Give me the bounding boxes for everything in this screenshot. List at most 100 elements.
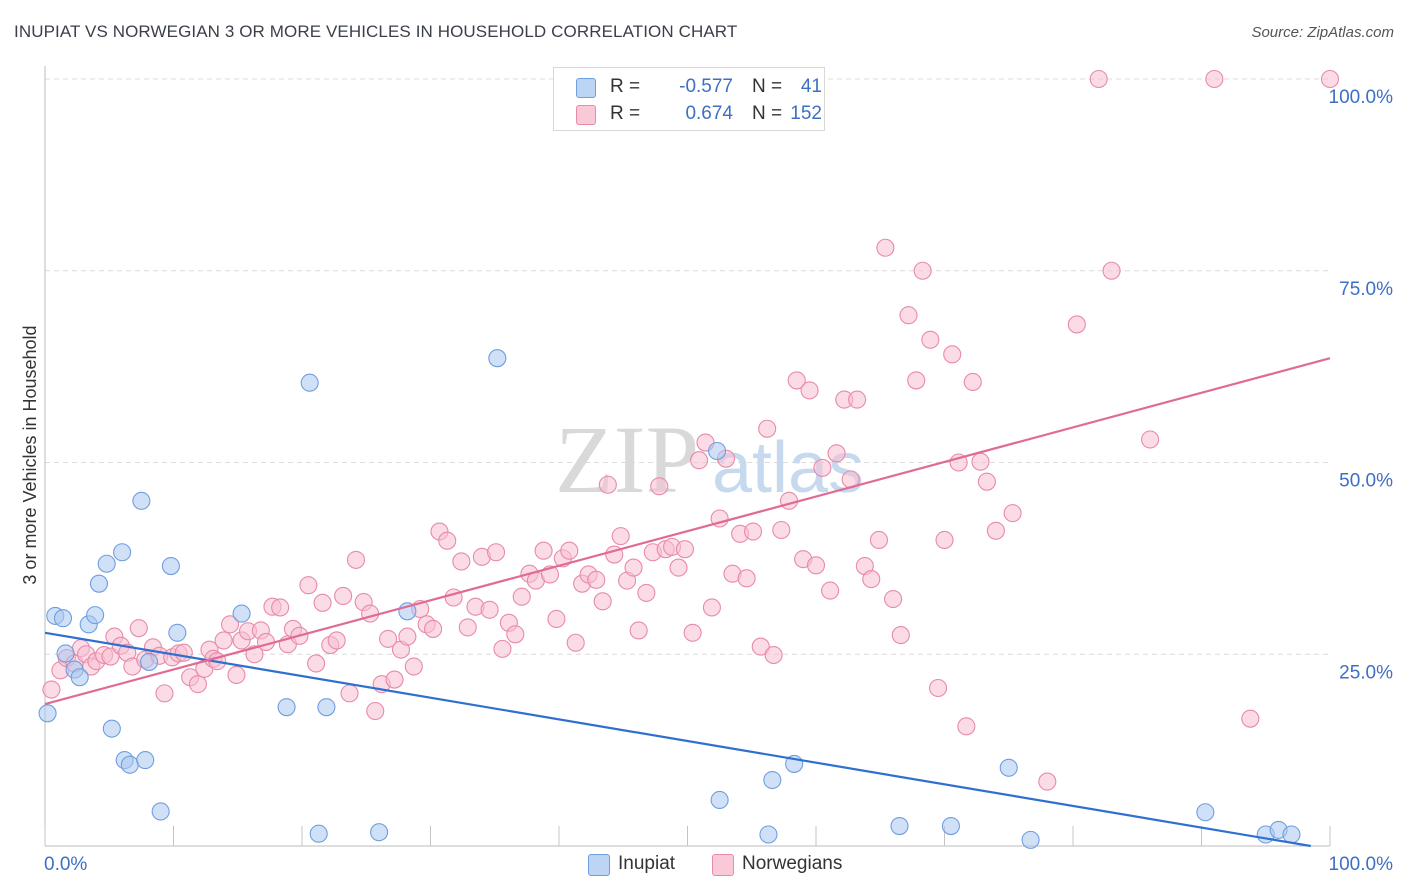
norwegians-point: [155, 684, 174, 703]
x-tick-label: 0.0%: [44, 854, 87, 875]
norwegians-point: [593, 592, 612, 611]
inupiat-point: [232, 604, 251, 623]
norwegians-point: [493, 639, 512, 658]
norwegians-point: [480, 600, 499, 619]
norwegians-point: [779, 491, 799, 510]
norwegians-point: [821, 581, 840, 600]
legend-n-value: 152: [790, 103, 822, 124]
legend-r-value: 0.674: [685, 103, 733, 124]
y-tick-label: 75.0%: [1339, 279, 1393, 300]
norwegians-point: [313, 593, 332, 612]
stats-legend: R = -0.577 N = 41 R = 0.674 N = 152: [553, 67, 825, 131]
inupiat-point: [1282, 825, 1301, 844]
inupiat-point: [38, 704, 57, 723]
inupiat-point: [120, 755, 139, 774]
norwegians-point: [848, 390, 867, 409]
norwegians-point: [862, 570, 881, 589]
norwegians-point: [227, 665, 246, 685]
inupiat-point: [56, 644, 75, 663]
norwegians-point: [764, 645, 783, 665]
norwegians-point: [1067, 315, 1086, 334]
norwegians-point: [929, 678, 948, 698]
watermark-zip: ZIP: [555, 406, 699, 513]
inupiat-point: [70, 668, 89, 687]
norwegians-point: [943, 345, 962, 364]
y-tick-label: 25.0%: [1339, 662, 1393, 683]
norwegians-point: [737, 569, 756, 588]
chart-title: INUPIAT VS NORWEGIAN 3 OR MORE VEHICLES …: [14, 22, 738, 41]
inupiat-point: [309, 824, 328, 843]
bottom-legend-label-inupiat: Inupiat: [618, 853, 676, 874]
norwegians-point: [957, 717, 976, 736]
norwegians-point: [385, 670, 404, 689]
norwegians-point: [220, 615, 240, 634]
norwegians-point: [346, 550, 366, 569]
inupiat-point: [168, 623, 187, 642]
norwegians-point: [977, 472, 996, 491]
norwegians-point: [1320, 69, 1340, 89]
norwegians-point: [806, 556, 826, 575]
norwegians-point: [913, 261, 932, 280]
norwegians-point: [1241, 709, 1260, 728]
inupiat-point: [97, 554, 116, 573]
source-label: Source: ZipAtlas.com: [1251, 24, 1394, 41]
norwegians-point: [438, 531, 457, 550]
norwegians-point: [800, 381, 819, 400]
watermark: ZIP atlas: [555, 406, 864, 513]
norwegians-point: [506, 625, 525, 644]
inupiat-point: [86, 606, 105, 625]
norwegians-point: [891, 626, 910, 645]
inupiat-point: [999, 758, 1018, 777]
norwegians-point: [327, 631, 346, 650]
inupiat-point: [370, 823, 389, 842]
inupiat-point: [1021, 830, 1040, 849]
norwegians-point: [921, 330, 940, 349]
inupiat-point: [102, 719, 121, 738]
norwegians-point: [486, 543, 506, 562]
norwegians-point: [379, 629, 398, 648]
norwegians-point: [188, 675, 207, 694]
norwegians-point: [683, 623, 702, 642]
norwegians-trend-line: [44, 357, 1331, 706]
inupiat-point: [759, 825, 778, 844]
y-tick-label: 50.0%: [1339, 471, 1393, 492]
norwegians-point: [424, 619, 443, 638]
inupiat-point: [317, 698, 336, 717]
legend-n-value: 41: [800, 76, 822, 97]
norwegians-point: [452, 552, 471, 571]
norwegians-point: [214, 631, 233, 650]
norwegians-point: [1141, 430, 1160, 449]
norwegians-point: [772, 520, 791, 540]
inupiat-point: [763, 770, 782, 790]
inupiat-point: [710, 790, 729, 810]
norwegians-point: [587, 570, 606, 589]
legend-r-value: -0.577: [679, 76, 733, 97]
norwegians-point: [1102, 261, 1121, 280]
norwegians-point: [366, 701, 385, 721]
bottom-legend-swatch-inupiat: [588, 854, 610, 876]
norwegians-point: [963, 372, 982, 392]
norwegians-point: [547, 609, 566, 629]
inupiat-trend-line: [44, 631, 1311, 848]
norwegians-point: [42, 680, 61, 699]
bottom-legend-swatch-norwegians: [712, 854, 734, 876]
norwegians-point: [512, 587, 531, 606]
inupiat-point: [300, 373, 319, 392]
legend-n-label: N =: [752, 76, 783, 97]
inupiat-point: [132, 491, 151, 510]
norwegians-point: [787, 371, 806, 390]
norwegians-point: [598, 475, 617, 494]
norwegians-point: [129, 619, 148, 638]
inupiat-point: [488, 349, 507, 368]
y-axis-label: 3 or more Vehicles in Household: [20, 325, 40, 584]
inupiat-point: [890, 817, 909, 836]
norwegians-point: [751, 637, 770, 656]
norwegians-point: [271, 598, 290, 617]
inupiat-point: [53, 609, 73, 628]
norwegians-point: [876, 238, 895, 257]
norwegians-point: [560, 541, 579, 560]
norwegians-point: [869, 530, 889, 550]
norwegians-point: [637, 583, 656, 602]
norwegians-point: [813, 458, 832, 477]
norwegians-point: [743, 522, 763, 541]
